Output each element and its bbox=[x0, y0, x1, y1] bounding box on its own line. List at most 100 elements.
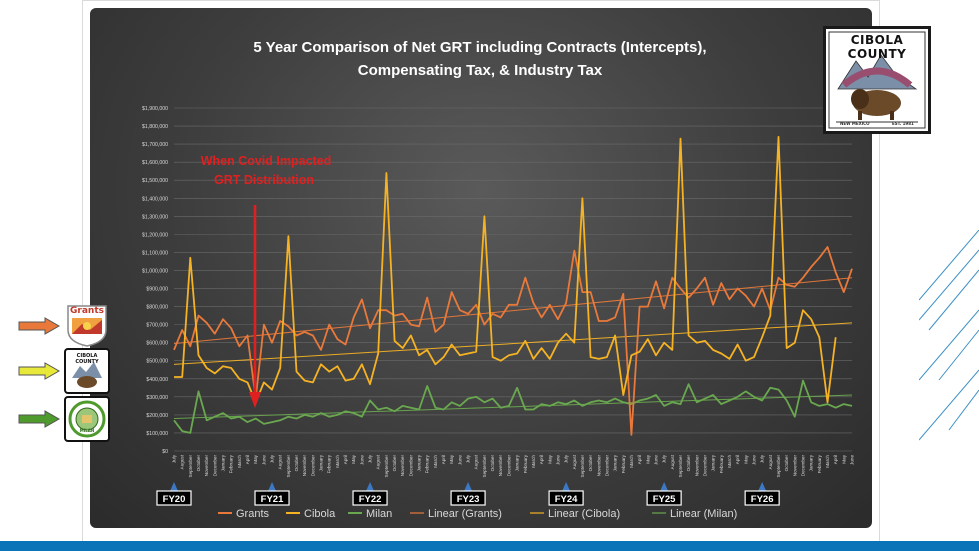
y-tick-label: $400,000 bbox=[146, 377, 168, 383]
x-tick-label: February bbox=[817, 454, 822, 473]
y-tick-label: $200,000 bbox=[146, 413, 168, 419]
fiscal-year-label: FY24 bbox=[555, 494, 578, 505]
x-tick-label: December bbox=[506, 455, 511, 477]
x-tick-label: July bbox=[466, 454, 471, 463]
x-tick-label: January bbox=[221, 454, 226, 471]
series-line-cibola bbox=[174, 135, 837, 404]
x-tick-label: August bbox=[180, 454, 185, 469]
fiscal-year-marker bbox=[464, 482, 473, 491]
x-tick-label: January bbox=[515, 454, 520, 471]
x-tick-label: July bbox=[564, 454, 569, 463]
x-tick-label: December bbox=[702, 455, 707, 477]
y-tick-label: $500,000 bbox=[146, 359, 168, 365]
x-tick-label: January bbox=[711, 454, 716, 471]
x-tick-label: December bbox=[310, 455, 315, 477]
trendline bbox=[173, 394, 853, 420]
x-tick-label: January bbox=[809, 454, 814, 471]
x-tick-label: September bbox=[286, 455, 291, 478]
fiscal-year-marker bbox=[660, 482, 669, 491]
x-tick-label: November bbox=[694, 455, 699, 477]
fiscal-year-label: FY25 bbox=[653, 494, 676, 505]
legend-label: Linear (Cibola) bbox=[548, 508, 620, 520]
x-tick-label: July bbox=[172, 454, 177, 463]
x-tick-label: September bbox=[678, 455, 683, 478]
y-tick-label: $1,600,000 bbox=[142, 160, 168, 166]
x-tick-label: March bbox=[825, 455, 830, 468]
y-tick-label: $1,800,000 bbox=[142, 124, 168, 130]
x-tick-label: August bbox=[376, 454, 381, 469]
fiscal-year-marker bbox=[562, 482, 571, 491]
x-tick-label: September bbox=[580, 455, 585, 478]
legend-label: Linear (Milan) bbox=[670, 508, 737, 520]
x-tick-label: June bbox=[261, 455, 266, 465]
x-tick-label: December bbox=[212, 455, 217, 477]
x-tick-label: April bbox=[539, 455, 544, 464]
logo-subtitle-left: NEW MEXICO bbox=[840, 121, 870, 126]
y-tick-label: $1,900,000 bbox=[142, 106, 168, 112]
x-tick-label: June bbox=[751, 455, 756, 465]
fiscal-year-marker bbox=[268, 482, 277, 491]
cibola-county-logo: CIBOLA COUNTY NEW MEXICO EST. 1981 bbox=[823, 26, 931, 134]
grants-logo-caption: Grants bbox=[70, 306, 104, 316]
x-tick-label: June bbox=[555, 455, 560, 465]
bottom-accent-bar bbox=[0, 541, 979, 551]
fiscal-year-box bbox=[744, 490, 780, 506]
x-tick-label: November bbox=[498, 455, 503, 477]
decorative-stripes bbox=[919, 230, 979, 441]
x-tick-label: April bbox=[833, 455, 838, 464]
fiscal-year-box bbox=[352, 490, 388, 506]
series-line-milan bbox=[173, 379, 853, 434]
y-tick-label: $1,000,000 bbox=[142, 268, 168, 274]
y-tick-label: $1,300,000 bbox=[142, 214, 168, 220]
logo-title: CIBOLA COUNTY bbox=[847, 33, 907, 61]
x-tick-label: October bbox=[784, 455, 789, 472]
yellow-arrow-icon bbox=[18, 362, 60, 380]
fiscal-year-label: FY22 bbox=[359, 494, 382, 505]
x-tick-label: August bbox=[768, 454, 773, 469]
x-tick-label: May bbox=[841, 454, 846, 463]
fiscal-year-marker bbox=[758, 482, 767, 491]
fiscal-year-label: FY26 bbox=[751, 494, 774, 505]
x-tick-label: December bbox=[800, 455, 805, 477]
x-tick-label: August bbox=[474, 454, 479, 469]
x-tick-label: October bbox=[392, 455, 397, 472]
y-tick-label: $900,000 bbox=[146, 287, 168, 293]
covid-arrow-head bbox=[249, 392, 261, 408]
x-tick-label: February bbox=[621, 454, 626, 473]
fiscal-year-box bbox=[254, 490, 290, 506]
chart-title: 5 Year Comparison of Net GRT including C… bbox=[200, 36, 760, 82]
x-tick-label: October bbox=[490, 455, 495, 472]
x-tick-label: September bbox=[776, 455, 781, 478]
legend-label: Milan bbox=[366, 508, 392, 520]
fiscal-year-box bbox=[548, 490, 584, 506]
x-tick-label: November bbox=[204, 455, 209, 477]
y-tick-label: $100,000 bbox=[146, 431, 168, 437]
x-tick-label: May bbox=[253, 454, 258, 463]
grants-logo: Grants bbox=[64, 302, 110, 348]
x-tick-label: May bbox=[743, 454, 748, 463]
fiscal-year-label: FY20 bbox=[163, 494, 186, 505]
x-tick-label: April bbox=[441, 455, 446, 464]
fiscal-year-label: FY21 bbox=[261, 494, 284, 505]
x-tick-label: August bbox=[670, 454, 675, 469]
x-tick-label: August bbox=[278, 454, 283, 469]
x-tick-label: June bbox=[653, 455, 658, 465]
x-tick-label: April bbox=[343, 455, 348, 464]
x-tick-label: July bbox=[760, 454, 765, 463]
x-tick-label: August bbox=[572, 454, 577, 469]
x-tick-label: March bbox=[335, 455, 340, 468]
x-tick-label: March bbox=[629, 455, 634, 468]
fiscal-year-marker bbox=[366, 482, 375, 491]
fiscal-year-marker bbox=[170, 482, 178, 491]
x-tick-label: September bbox=[482, 455, 487, 478]
chart-title-line2: Compensating Tax, & Industry Tax bbox=[357, 62, 603, 79]
x-tick-label: September bbox=[188, 455, 193, 478]
x-tick-label: February bbox=[425, 454, 430, 473]
x-tick-label: November bbox=[596, 455, 601, 477]
x-tick-label: September bbox=[384, 455, 389, 478]
x-tick-label: July bbox=[368, 454, 373, 463]
x-tick-label: July bbox=[662, 454, 667, 463]
x-tick-label: January bbox=[613, 454, 618, 471]
cibola-small-caption: CIBOLA COUNTY bbox=[75, 353, 99, 365]
